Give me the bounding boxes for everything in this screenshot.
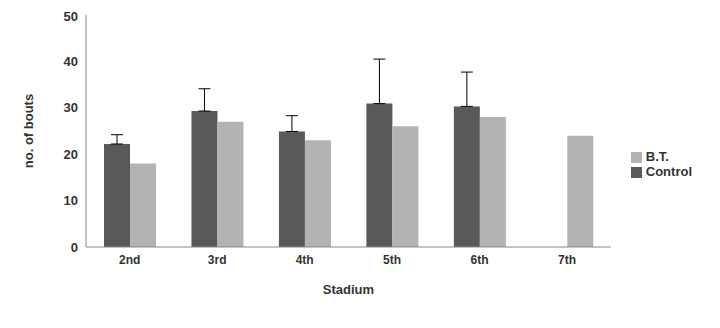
svg-text:3rd: 3rd [208,253,227,267]
svg-text:50: 50 [64,9,78,24]
html-text:B.T.: B.T. [645,149,669,164]
svg-text:30: 30 [64,100,78,115]
html-text:Control: Control [645,164,692,179]
svg-text:7th: 7th [558,253,576,267]
svg-text:2nd: 2nd [119,253,140,267]
svg-text:6th: 6th [471,253,489,267]
svg-text:Stadium: Stadium [323,282,374,297]
svg-text:10: 10 [64,193,78,208]
svg-text:no. of bouts: no. of bouts [21,94,36,168]
svg-text:0: 0 [71,240,78,255]
svg-text:5th: 5th [383,253,401,267]
svg-text:4th: 4th [296,253,314,267]
svg-text:20: 20 [64,147,78,162]
svg-text:40: 40 [64,54,78,69]
